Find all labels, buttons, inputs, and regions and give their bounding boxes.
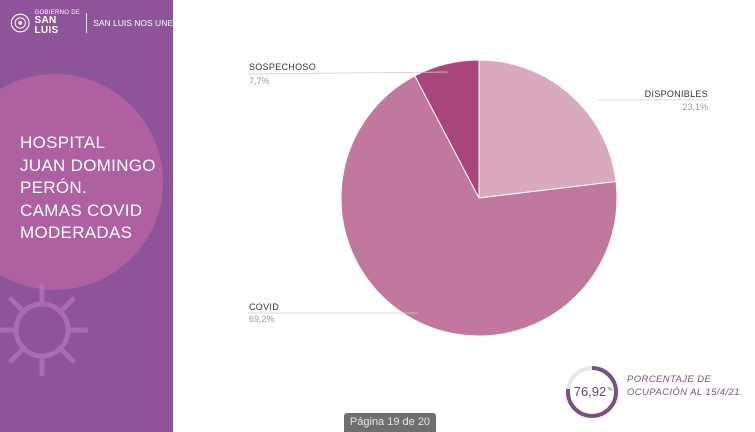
label-sospechoso: SOSPECHOSO 7,7%	[247, 62, 449, 86]
brand-gov: GOBIERNO DE SAN LUIS	[35, 10, 81, 36]
label-disponibles: DISPONIBLES 23,1%	[598, 89, 708, 112]
slice-pct-disponibles: 23,1%	[682, 102, 708, 112]
occupancy-label: PORCENTAJE DE OCUPACIÓN AL 15/4/21.	[627, 374, 743, 398]
brand-divider	[86, 13, 88, 33]
slice-pct-covid: 69,2%	[249, 314, 275, 324]
slice-label-sospechoso: SOSPECHOSO	[249, 62, 316, 72]
pie-slice-covid	[340, 75, 618, 337]
slide-title: HOSPITAL JUAN DOMINGO PERÓN. CAMAS COVID…	[20, 133, 156, 242]
label-covid: COVID 69,2%	[248, 302, 418, 324]
occupancy-ring: 76,92 %	[566, 366, 618, 418]
occupancy-arc	[566, 366, 618, 418]
virus-icon	[0, 283, 89, 377]
brand-header: GOBIERNO DE SAN LUIS SAN LUIS NOS UNE	[10, 10, 173, 36]
slice-pct-sospechoso: 7,7%	[249, 76, 270, 86]
occupancy-unit: %	[608, 387, 613, 393]
slice-label-covid: COVID	[249, 302, 279, 312]
sidebar: GOBIERNO DE SAN LUIS SAN LUIS NOS UNE HO…	[0, 0, 173, 432]
brand-tagline: SAN LUIS NOS UNE	[93, 18, 173, 28]
brand-gov-big: SAN LUIS	[34, 15, 59, 36]
brand-gov-small: GOBIERNO DE	[34, 10, 81, 16]
crest-icon	[10, 13, 30, 33]
pie-slice-sospechoso	[414, 59, 480, 199]
leader-line-sospechoso	[247, 71, 449, 75]
page-indicator: Página 19 de 20	[344, 413, 436, 432]
pie-chart: DISPONIBLES 23,1% COVID 69,2% SOSPECHOSO…	[247, 59, 708, 337]
pie-slices	[340, 59, 618, 337]
sidebar-decoration	[0, 74, 163, 377]
pie-slice-disponibles	[478, 59, 617, 199]
slice-label-disponibles: DISPONIBLES	[645, 89, 708, 99]
occupancy-value: 76,92	[574, 384, 607, 399]
